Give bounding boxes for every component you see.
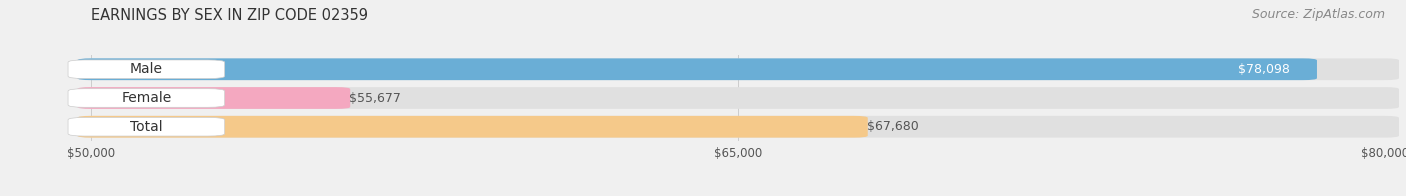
Text: Total: Total [129,120,163,134]
Text: $78,098: $78,098 [1239,63,1289,76]
Text: EARNINGS BY SEX IN ZIP CODE 02359: EARNINGS BY SEX IN ZIP CODE 02359 [91,8,368,23]
Text: Female: Female [121,91,172,105]
Text: Source: ZipAtlas.com: Source: ZipAtlas.com [1251,8,1385,21]
Text: $67,680: $67,680 [866,120,918,133]
Text: $55,677: $55,677 [349,92,401,104]
Text: Male: Male [129,62,163,76]
